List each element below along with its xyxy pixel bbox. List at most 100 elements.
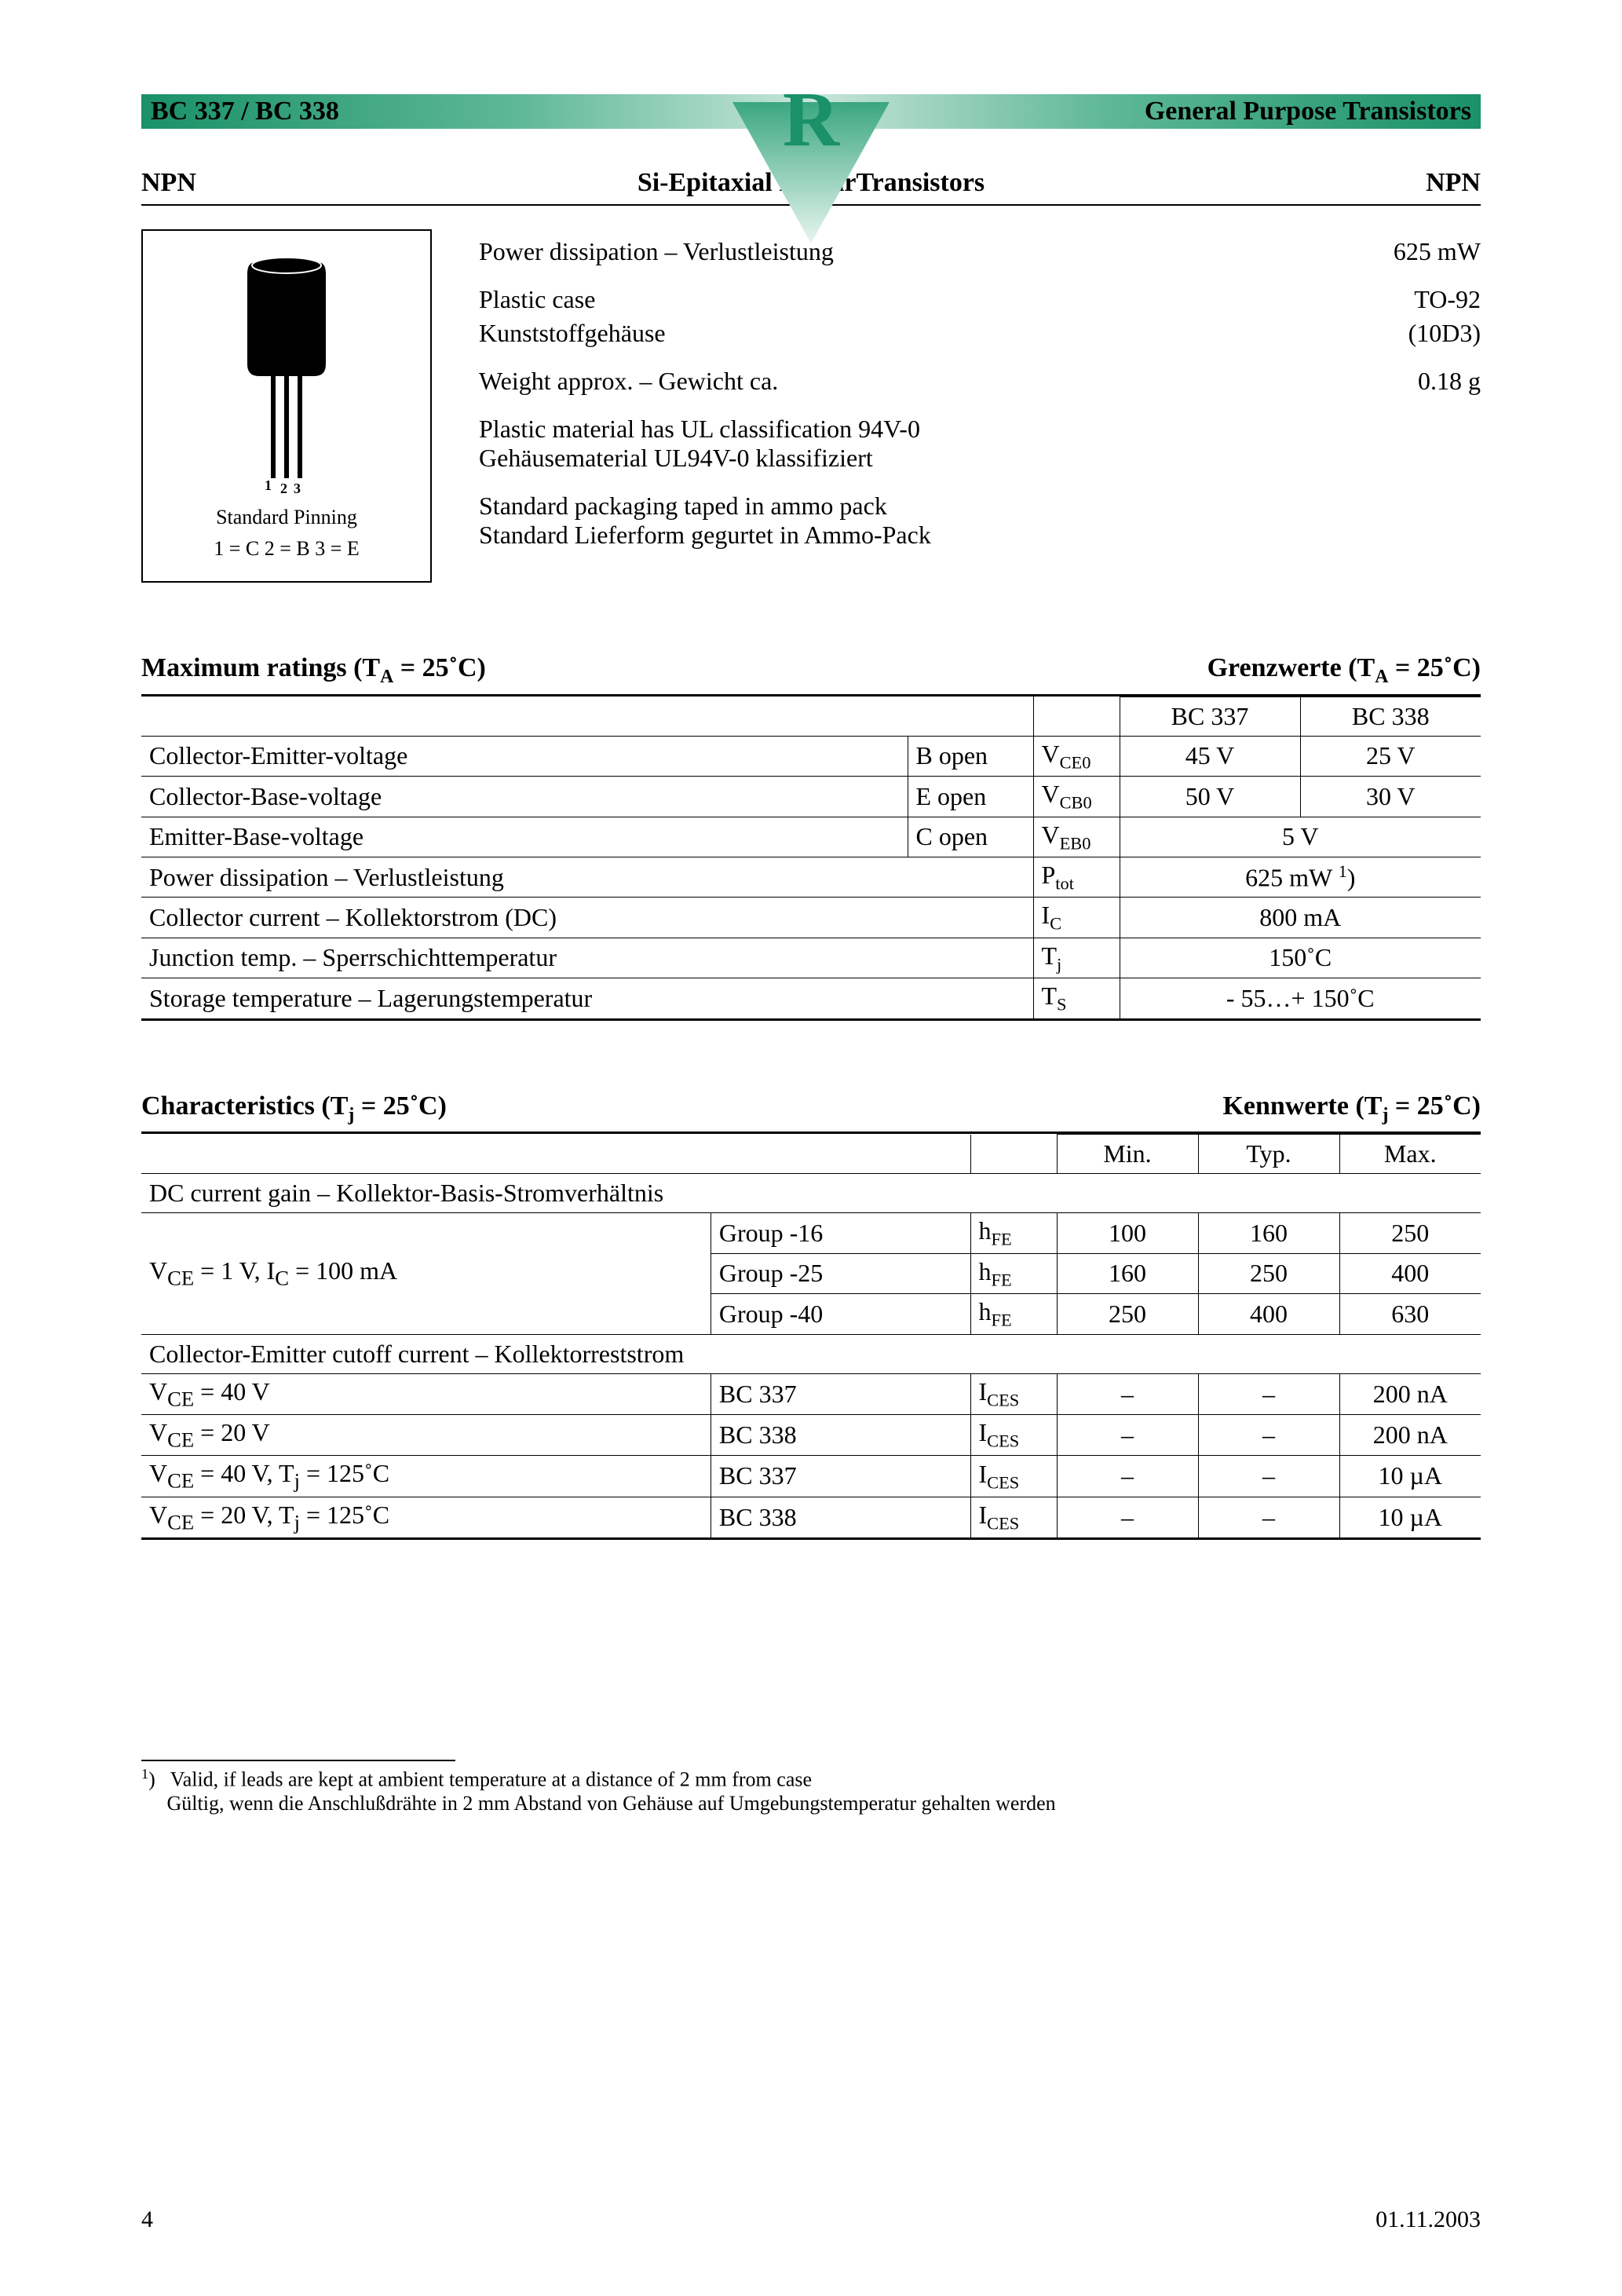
param-symbol: hFE — [970, 1294, 1057, 1334]
col-min: Min. — [1057, 1135, 1198, 1174]
spec-ul-de: Gehäusematerial UL94V-0 klassifiziert — [479, 444, 1481, 473]
value-max: 10 µA — [1339, 1456, 1481, 1497]
table-row: Emitter-Base-voltageC openVEB05 V — [141, 817, 1481, 857]
value-max: 200 nA — [1339, 1414, 1481, 1455]
polarity-right: NPN — [1426, 168, 1481, 198]
param-value: 25 V — [1300, 736, 1481, 776]
page-number: 4 — [141, 2206, 153, 2233]
param-symbol: ICES — [970, 1373, 1057, 1414]
param-symbol: Tj — [1033, 938, 1120, 978]
svg-text:2: 2 — [280, 481, 287, 496]
param-symbol: VCE0 — [1033, 736, 1120, 776]
doc-title-right: General Purpose Transistors — [1145, 97, 1471, 126]
param-symbol: hFE — [970, 1253, 1057, 1293]
spec-pack-en: Standard packaging taped in ammo pack — [479, 492, 1481, 521]
value-typ: – — [1198, 1456, 1339, 1497]
package-and-specs: 1 2 3 Standard Pinning 1 = C 2 = B 3 = E… — [141, 229, 1481, 583]
param-symbol: hFE — [970, 1213, 1057, 1253]
param-value: 5 V — [1120, 817, 1481, 857]
spec-pd-value: 625 mW — [1394, 237, 1481, 266]
footnote-rule — [141, 1760, 455, 1761]
param-symbol: ICES — [970, 1414, 1057, 1455]
spec-case-en: Plastic case — [479, 285, 595, 314]
section-heading: Collector-Emitter cutoff current – Kolle… — [141, 1334, 1481, 1373]
param-symbol: VCB0 — [1033, 777, 1120, 817]
value-max: 400 — [1339, 1253, 1481, 1293]
param-value: 150˚C — [1120, 938, 1481, 978]
condition-cell: VCE = 40 V — [141, 1373, 711, 1414]
value-typ: 160 — [1198, 1213, 1339, 1253]
value-typ: – — [1198, 1497, 1339, 1538]
table-row: VCE = 20 VBC 338ICES––200 nA — [141, 1414, 1481, 1455]
part-number-left: BC 337 / BC 338 — [151, 97, 339, 126]
condition-cell — [141, 1213, 711, 1253]
table-row: Junction temp. – SperrschichttemperaturT… — [141, 938, 1481, 978]
param-label: Collector-Base-voltage — [141, 777, 908, 817]
footnote-de: Gültig, wenn die Anschlußdrähte in 2 mm … — [167, 1792, 1056, 1815]
col-max: Max. — [1339, 1135, 1481, 1174]
value-min: – — [1057, 1414, 1198, 1455]
param-condition: C open — [908, 817, 1033, 857]
param-symbol: ICES — [970, 1456, 1057, 1497]
param-label: Emitter-Base-voltage — [141, 817, 908, 857]
param-value: 45 V — [1120, 736, 1300, 776]
value-min: 100 — [1057, 1213, 1198, 1253]
characteristics-title-left: Characteristics (Tj = 25˚C) — [141, 1091, 447, 1126]
table-row: Collector-Emitter-voltageB openVCE045 V2… — [141, 736, 1481, 776]
value-min: – — [1057, 1497, 1198, 1538]
param-symbol: IC — [1033, 898, 1120, 938]
device-label: BC 337 — [711, 1373, 970, 1414]
condition-cell — [141, 1294, 711, 1334]
table-row: Collector current – Kollektorstrom (DC)I… — [141, 898, 1481, 938]
param-value: - 55…+ 150˚C — [1120, 978, 1481, 1019]
characteristics-table: Min. Typ. Max. DC current gain – Kollekt… — [141, 1134, 1481, 1540]
param-value: 625 mW 1) — [1120, 857, 1481, 897]
section-heading: DC current gain – Kollektor-Basis-Stromv… — [141, 1174, 1481, 1213]
device-label: BC 338 — [711, 1414, 970, 1455]
param-label: Collector current – Kollektorstrom (DC) — [141, 898, 1033, 938]
table-row: Collector-Base-voltageE openVCB050 V30 V — [141, 777, 1481, 817]
param-symbol: ICES — [970, 1497, 1057, 1538]
group-label: Group -25 — [711, 1253, 970, 1293]
table-row: VCE = 40 VBC 337ICES––200 nA — [141, 1373, 1481, 1414]
value-typ: 250 — [1198, 1253, 1339, 1293]
table-row: VCE = 40 V, Tj = 125˚CBC 337ICES––10 µA — [141, 1456, 1481, 1497]
condition-cell: VCE = 20 V, Tj = 125˚C — [141, 1497, 711, 1538]
value-max: 10 µA — [1339, 1497, 1481, 1538]
page-footer: 4 01.11.2003 — [141, 2206, 1481, 2233]
condition-cell: VCE = 20 V — [141, 1414, 711, 1455]
value-max: 630 — [1339, 1294, 1481, 1334]
spec-weight-label: Weight approx. – Gewicht ca. — [479, 367, 778, 396]
value-typ: – — [1198, 1414, 1339, 1455]
param-condition: B open — [908, 736, 1033, 776]
table-row: Power dissipation – VerlustleistungPtot6… — [141, 857, 1481, 897]
col-bc338: BC 338 — [1300, 696, 1481, 736]
footnote: 1) Valid, if leads are kept at ambient t… — [141, 1766, 1481, 1815]
param-value: 30 V — [1300, 777, 1481, 817]
param-value: 50 V — [1120, 777, 1300, 817]
max-ratings-title-left: Maximum ratings (TA = 25˚C) — [141, 653, 486, 688]
value-max: 250 — [1339, 1213, 1481, 1253]
package-outline-box: 1 2 3 Standard Pinning 1 = C 2 = B 3 = E — [141, 229, 432, 583]
doc-date: 01.11.2003 — [1375, 2206, 1481, 2233]
device-label: BC 337 — [711, 1456, 970, 1497]
param-symbol: VEB0 — [1033, 817, 1120, 857]
param-symbol: Ptot — [1033, 857, 1120, 897]
param-label: Junction temp. – Sperrschichttemperatur — [141, 938, 1033, 978]
param-label: Storage temperature – Lagerungstemperatu… — [141, 978, 1033, 1019]
table-row: Group -16hFE100160250 — [141, 1213, 1481, 1253]
value-min: – — [1057, 1373, 1198, 1414]
param-symbol: TS — [1033, 978, 1120, 1019]
param-condition: E open — [908, 777, 1033, 817]
brand-logo: R — [725, 79, 897, 258]
col-typ: Typ. — [1198, 1135, 1339, 1174]
value-typ: – — [1198, 1373, 1339, 1414]
spec-case-val: TO-92 — [1414, 285, 1481, 314]
value-min: – — [1057, 1456, 1198, 1497]
spec-case-de: Kunststoffgehäuse — [479, 319, 666, 348]
max-ratings-table: BC 337 BC 338 Collector-Emitter-voltageB… — [141, 696, 1481, 1021]
max-ratings-title-right: Grenzwerte (TA = 25˚C) — [1207, 653, 1481, 688]
table-row: Storage temperature – Lagerungstemperatu… — [141, 978, 1481, 1019]
spec-pack-de: Standard Lieferform gegurtet in Ammo-Pac… — [479, 521, 1481, 550]
condition-cell: VCE = 1 V, IC = 100 mA — [141, 1253, 711, 1293]
